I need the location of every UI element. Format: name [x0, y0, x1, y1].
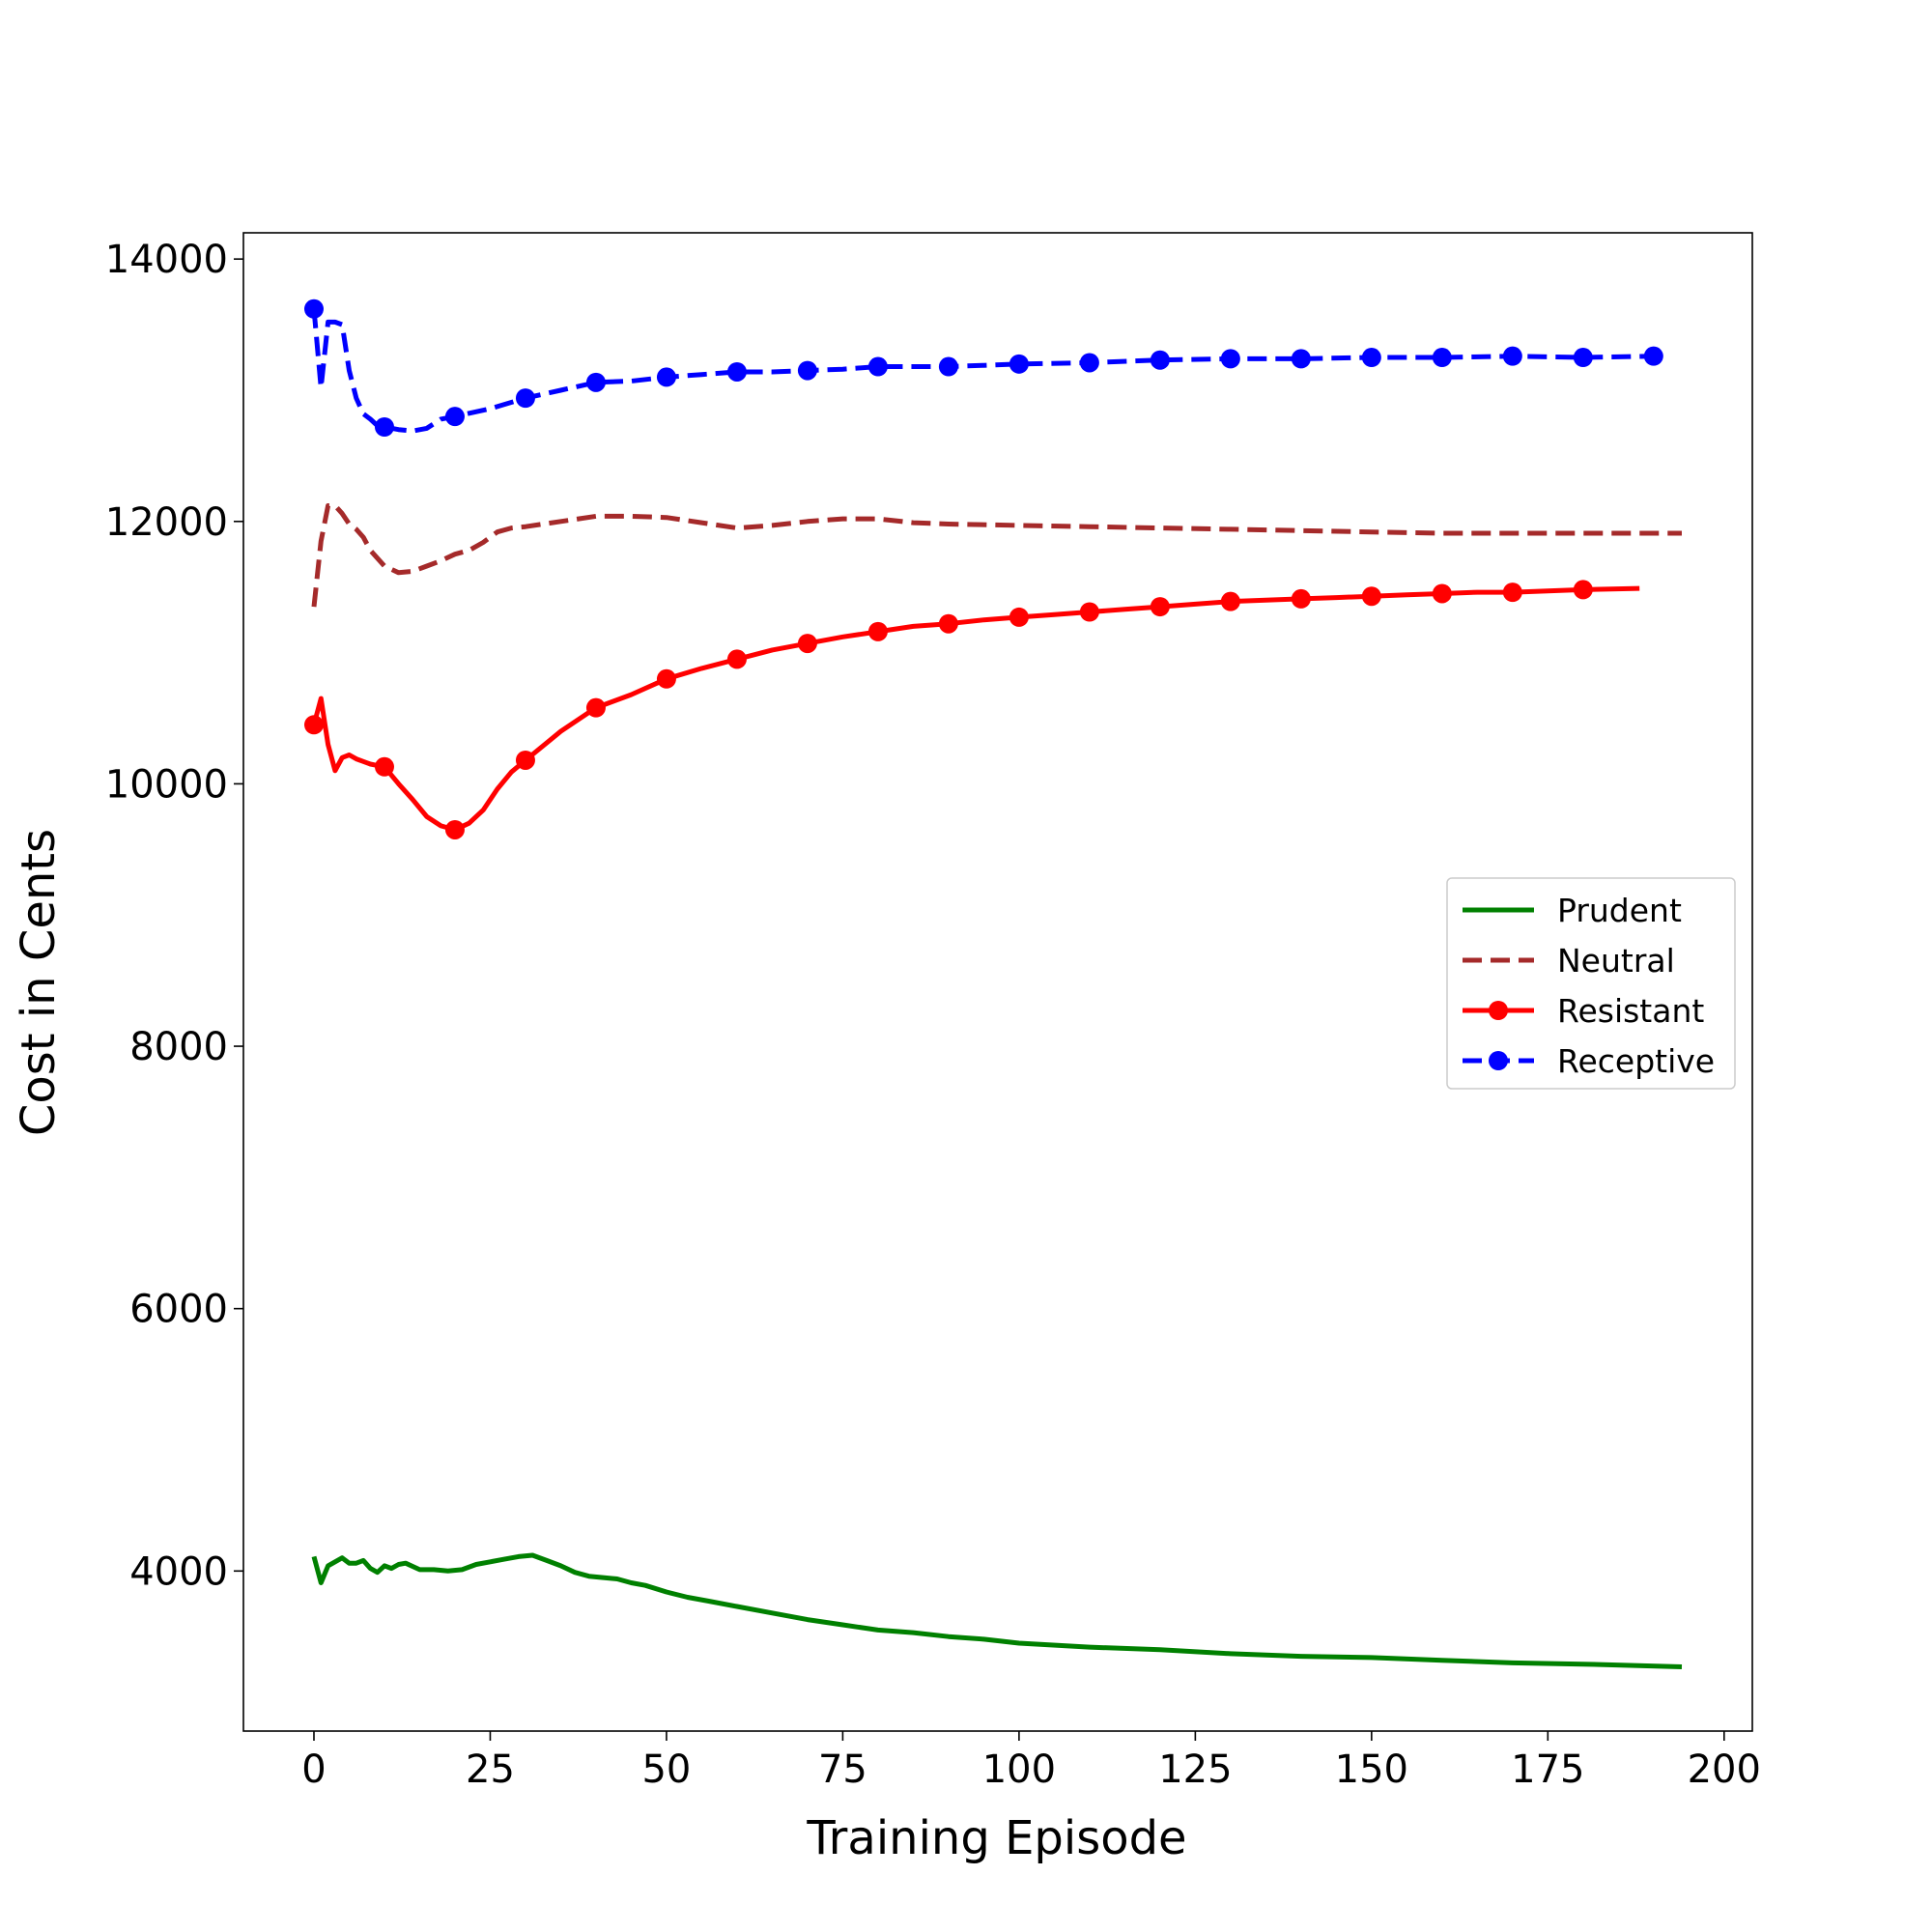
- series-marker-receptive: [726, 361, 747, 382]
- series-marker-receptive: [585, 372, 606, 392]
- series-marker-receptive: [1009, 354, 1029, 374]
- series-marker-resistant: [1291, 588, 1311, 609]
- series-marker-resistant: [515, 750, 535, 770]
- legend-label-prudent: Prudent: [1557, 892, 1682, 929]
- series-marker-resistant: [726, 649, 747, 669]
- legend-box: [1446, 877, 1736, 1090]
- x-tick-label: 75: [818, 1747, 867, 1792]
- series-marker-receptive: [1432, 348, 1452, 368]
- series-marker-resistant: [585, 697, 606, 718]
- series-marker-receptive: [444, 407, 465, 427]
- series-marker-receptive: [1079, 353, 1099, 373]
- x-axis-label: Training Episode: [806, 1811, 1186, 1865]
- y-tick-label: 10000: [105, 762, 228, 807]
- series-marker-resistant: [1009, 607, 1029, 627]
- y-tick-label: 14000: [105, 238, 228, 282]
- x-tick-label: 125: [1158, 1747, 1232, 1792]
- series-line-prudent: [311, 1552, 1683, 1669]
- series-marker-resistant: [1432, 583, 1452, 604]
- series-marker-resistant: [1150, 597, 1170, 617]
- legend-marker-resistant: [1489, 1001, 1508, 1020]
- x-tick-label: 200: [1688, 1747, 1761, 1792]
- series-marker-resistant: [656, 668, 676, 689]
- series-marker-receptive: [867, 356, 888, 377]
- series-marker-resistant: [797, 634, 817, 654]
- x-tick-label: 150: [1335, 1747, 1408, 1792]
- series-marker-receptive: [1220, 349, 1240, 369]
- legend-label-receptive: Receptive: [1557, 1042, 1715, 1080]
- x-tick-label: 100: [982, 1747, 1056, 1792]
- series-marker-resistant: [444, 819, 465, 839]
- y-tick-label: 8000: [129, 1025, 228, 1069]
- y-tick-label: 12000: [105, 500, 228, 545]
- y-axis: 4000 6000 8000 10000 12000 14000: [105, 238, 243, 1594]
- series-marker-resistant: [867, 621, 888, 641]
- x-axis: 0 25 50 75 100 125 150 175 200: [301, 1731, 1761, 1792]
- x-tick-label: 0: [301, 1747, 326, 1792]
- series-marker-resistant: [1220, 591, 1240, 611]
- legend-label-resistant: Resistant: [1557, 992, 1704, 1030]
- series-marker-resistant: [1502, 582, 1522, 603]
- series-marker-receptive: [1361, 348, 1381, 368]
- x-tick-label: 25: [466, 1747, 515, 1792]
- series-marker-receptive: [1502, 346, 1522, 366]
- series-marker-resistant: [1573, 580, 1593, 600]
- series-marker-receptive: [938, 356, 958, 377]
- series-marker-receptive: [1291, 349, 1311, 369]
- series-line-neutral: [311, 503, 1682, 608]
- y-axis-label: Cost in Cents: [12, 829, 66, 1136]
- plot-frame: [242, 232, 1753, 1732]
- series-marker-receptive: [374, 417, 394, 438]
- series-marker-resistant: [303, 715, 324, 735]
- series-marker-receptive: [515, 388, 535, 409]
- y-tick-label: 4000: [129, 1549, 228, 1594]
- legend-marker-receptive: [1489, 1051, 1508, 1070]
- series-layer: [303, 298, 1683, 1669]
- legend-entries: Prudent Neutral Resistant Receptive: [1463, 892, 1715, 1080]
- series-marker-resistant: [1079, 602, 1099, 622]
- series-line-resistant: [311, 585, 1640, 833]
- x-tick-label: 175: [1511, 1747, 1584, 1792]
- series-marker-receptive: [1150, 350, 1170, 370]
- series-marker-resistant: [374, 756, 394, 777]
- series-marker-receptive: [797, 360, 817, 381]
- series-marker-receptive: [656, 367, 676, 387]
- y-tick-label: 6000: [129, 1288, 228, 1332]
- series-marker-receptive: [1573, 348, 1593, 368]
- legend: Prudent Neutral Resistant Receptive: [1446, 877, 1736, 1090]
- series-marker-receptive: [303, 298, 324, 319]
- legend-label-neutral: Neutral: [1557, 942, 1675, 980]
- series-marker-resistant: [1361, 586, 1381, 607]
- series-marker-receptive: [1643, 346, 1663, 366]
- series-marker-resistant: [938, 613, 958, 634]
- x-tick-label: 50: [641, 1747, 691, 1792]
